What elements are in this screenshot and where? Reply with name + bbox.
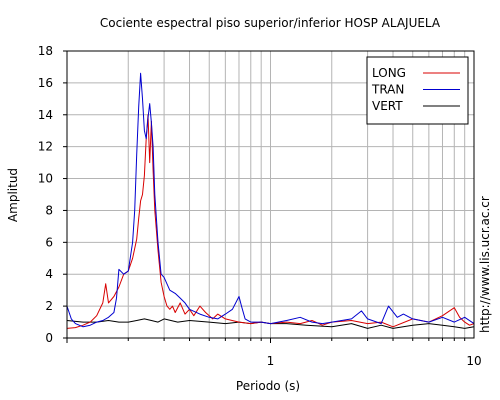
legend-label-vert: VERT [372, 99, 403, 113]
watermark-url: http://www.lis.ucr.ac.cr [478, 196, 492, 333]
x-axis-ticks: 1 10 [66, 338, 482, 368]
legend-box [366, 56, 469, 125]
y-tick-label: 14 [38, 108, 53, 122]
y-axis-ticks: 0 2 4 6 8 10 12 14 16 18 [38, 44, 67, 345]
chart-title: Cociente espectral piso superior/inferio… [100, 16, 441, 30]
series-line-tran [66, 72, 475, 328]
y-tick-label: 10 [38, 172, 53, 186]
legend-label-tran: TRAN [371, 83, 404, 97]
y-tick-label: 0 [45, 331, 53, 345]
y-tick-label: 8 [45, 203, 53, 217]
y-tick-label: 18 [38, 44, 53, 58]
y-axis-label: Amplitud [6, 168, 20, 222]
y-tick-label: 2 [45, 299, 53, 313]
x-tick-label: 10 [466, 354, 481, 368]
y-tick-label: 6 [45, 235, 53, 249]
y-tick-label: 12 [38, 140, 53, 154]
x-axis-label: Periodo (s) [236, 379, 300, 393]
legend: LONG TRAN VERT [366, 56, 469, 125]
y-tick-label: 16 [38, 76, 53, 90]
legend-label-long: LONG [372, 66, 406, 80]
series-lines [66, 72, 475, 329]
y-tick-label: 4 [45, 267, 53, 281]
x-tick-label: 1 [267, 354, 275, 368]
